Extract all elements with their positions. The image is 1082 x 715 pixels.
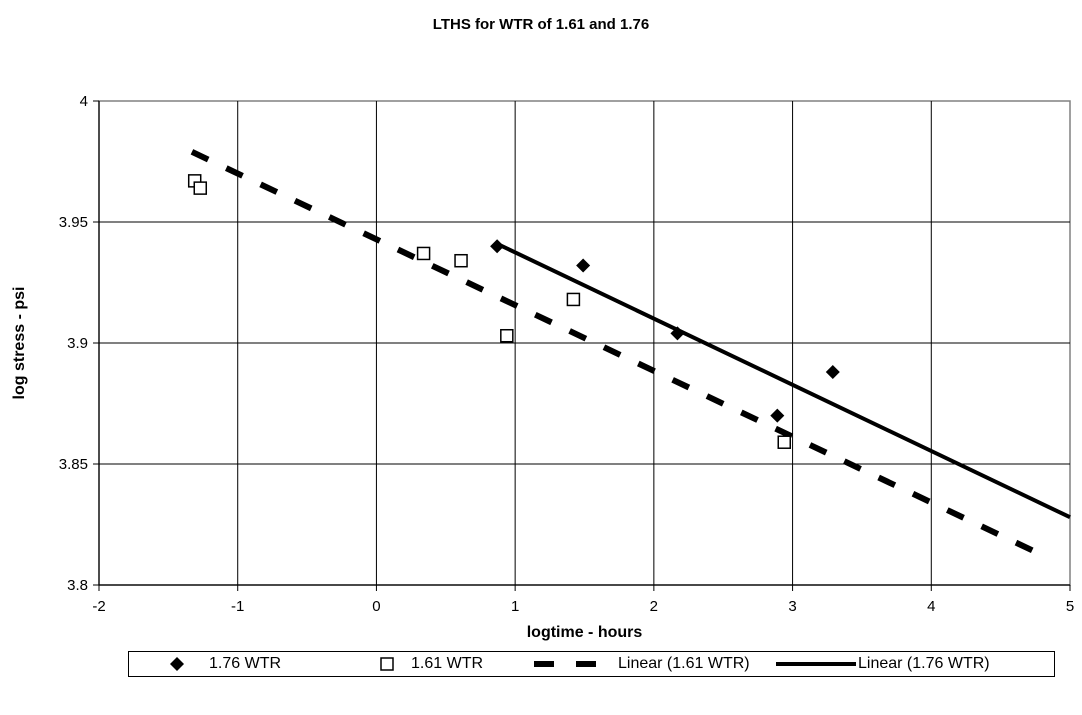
x-tick-label: 3 xyxy=(788,598,796,615)
legend-marker xyxy=(170,657,184,671)
y-tick-label: 3.95 xyxy=(59,214,88,231)
data-point xyxy=(454,253,468,268)
y-tick-label: 3.85 xyxy=(59,456,88,473)
x-tick-label: 5 xyxy=(1066,598,1074,615)
y-axis-title: log stress - psi xyxy=(11,287,28,400)
x-tick-labels: -2 -1 0 1 2 3 4 5 xyxy=(92,598,1074,615)
series-diamond-points xyxy=(490,239,840,423)
series-dashed-line xyxy=(190,149,1051,562)
data-point xyxy=(193,181,208,195)
series-layer xyxy=(187,149,1071,562)
y-tick-label: 3.9 xyxy=(67,335,88,352)
x-tick-label: 1 xyxy=(511,598,519,615)
legend-swatch-solid xyxy=(776,662,856,666)
series-solid-line xyxy=(496,241,1071,520)
data-point xyxy=(490,239,505,254)
data-point xyxy=(777,435,791,449)
y-tick-label: 4 xyxy=(80,93,88,110)
data-point xyxy=(670,326,685,341)
data-point xyxy=(500,328,514,343)
legend-swatch-diamond xyxy=(170,657,184,671)
data-point xyxy=(416,246,431,261)
data-point xyxy=(825,365,840,380)
x-tick-label: 0 xyxy=(372,598,380,615)
x-tick-label: 2 xyxy=(650,598,658,615)
legend: 1.76 WTR 1.61 WTR Linear (1.61 WTR) Linear … xyxy=(128,651,1055,677)
data-point xyxy=(770,408,785,423)
x-tick-label: -2 xyxy=(92,598,105,615)
axes xyxy=(93,100,1071,591)
y-tick-label: 3.8 xyxy=(67,577,88,594)
legend-swatch-square-open xyxy=(380,657,394,671)
trendline xyxy=(190,149,1051,562)
x-axis-title: logtime - hours xyxy=(527,624,643,641)
legend-label: Linear (1.61 WTR) xyxy=(618,655,750,672)
x-tick-label: 4 xyxy=(927,598,935,615)
chart-title: LTHS for WTR of 1.61 and 1.76 xyxy=(432,16,650,33)
legend-label: Linear (1.76 WTR) xyxy=(858,655,990,672)
data-point xyxy=(576,258,591,273)
x-tick-label: -1 xyxy=(231,598,244,615)
data-point xyxy=(566,292,581,307)
legend-marker xyxy=(380,657,394,671)
y-tick-labels: 3.8 3.85 3.9 3.95 4 xyxy=(59,93,88,594)
grid-lines xyxy=(99,101,1070,585)
legend-label: 1.61 WTR xyxy=(411,655,484,672)
trendline xyxy=(496,241,1071,520)
legend-swatch-dashed xyxy=(534,661,610,667)
legend-label: 1.76 WTR xyxy=(209,655,282,672)
series-square-open-points xyxy=(187,174,791,449)
